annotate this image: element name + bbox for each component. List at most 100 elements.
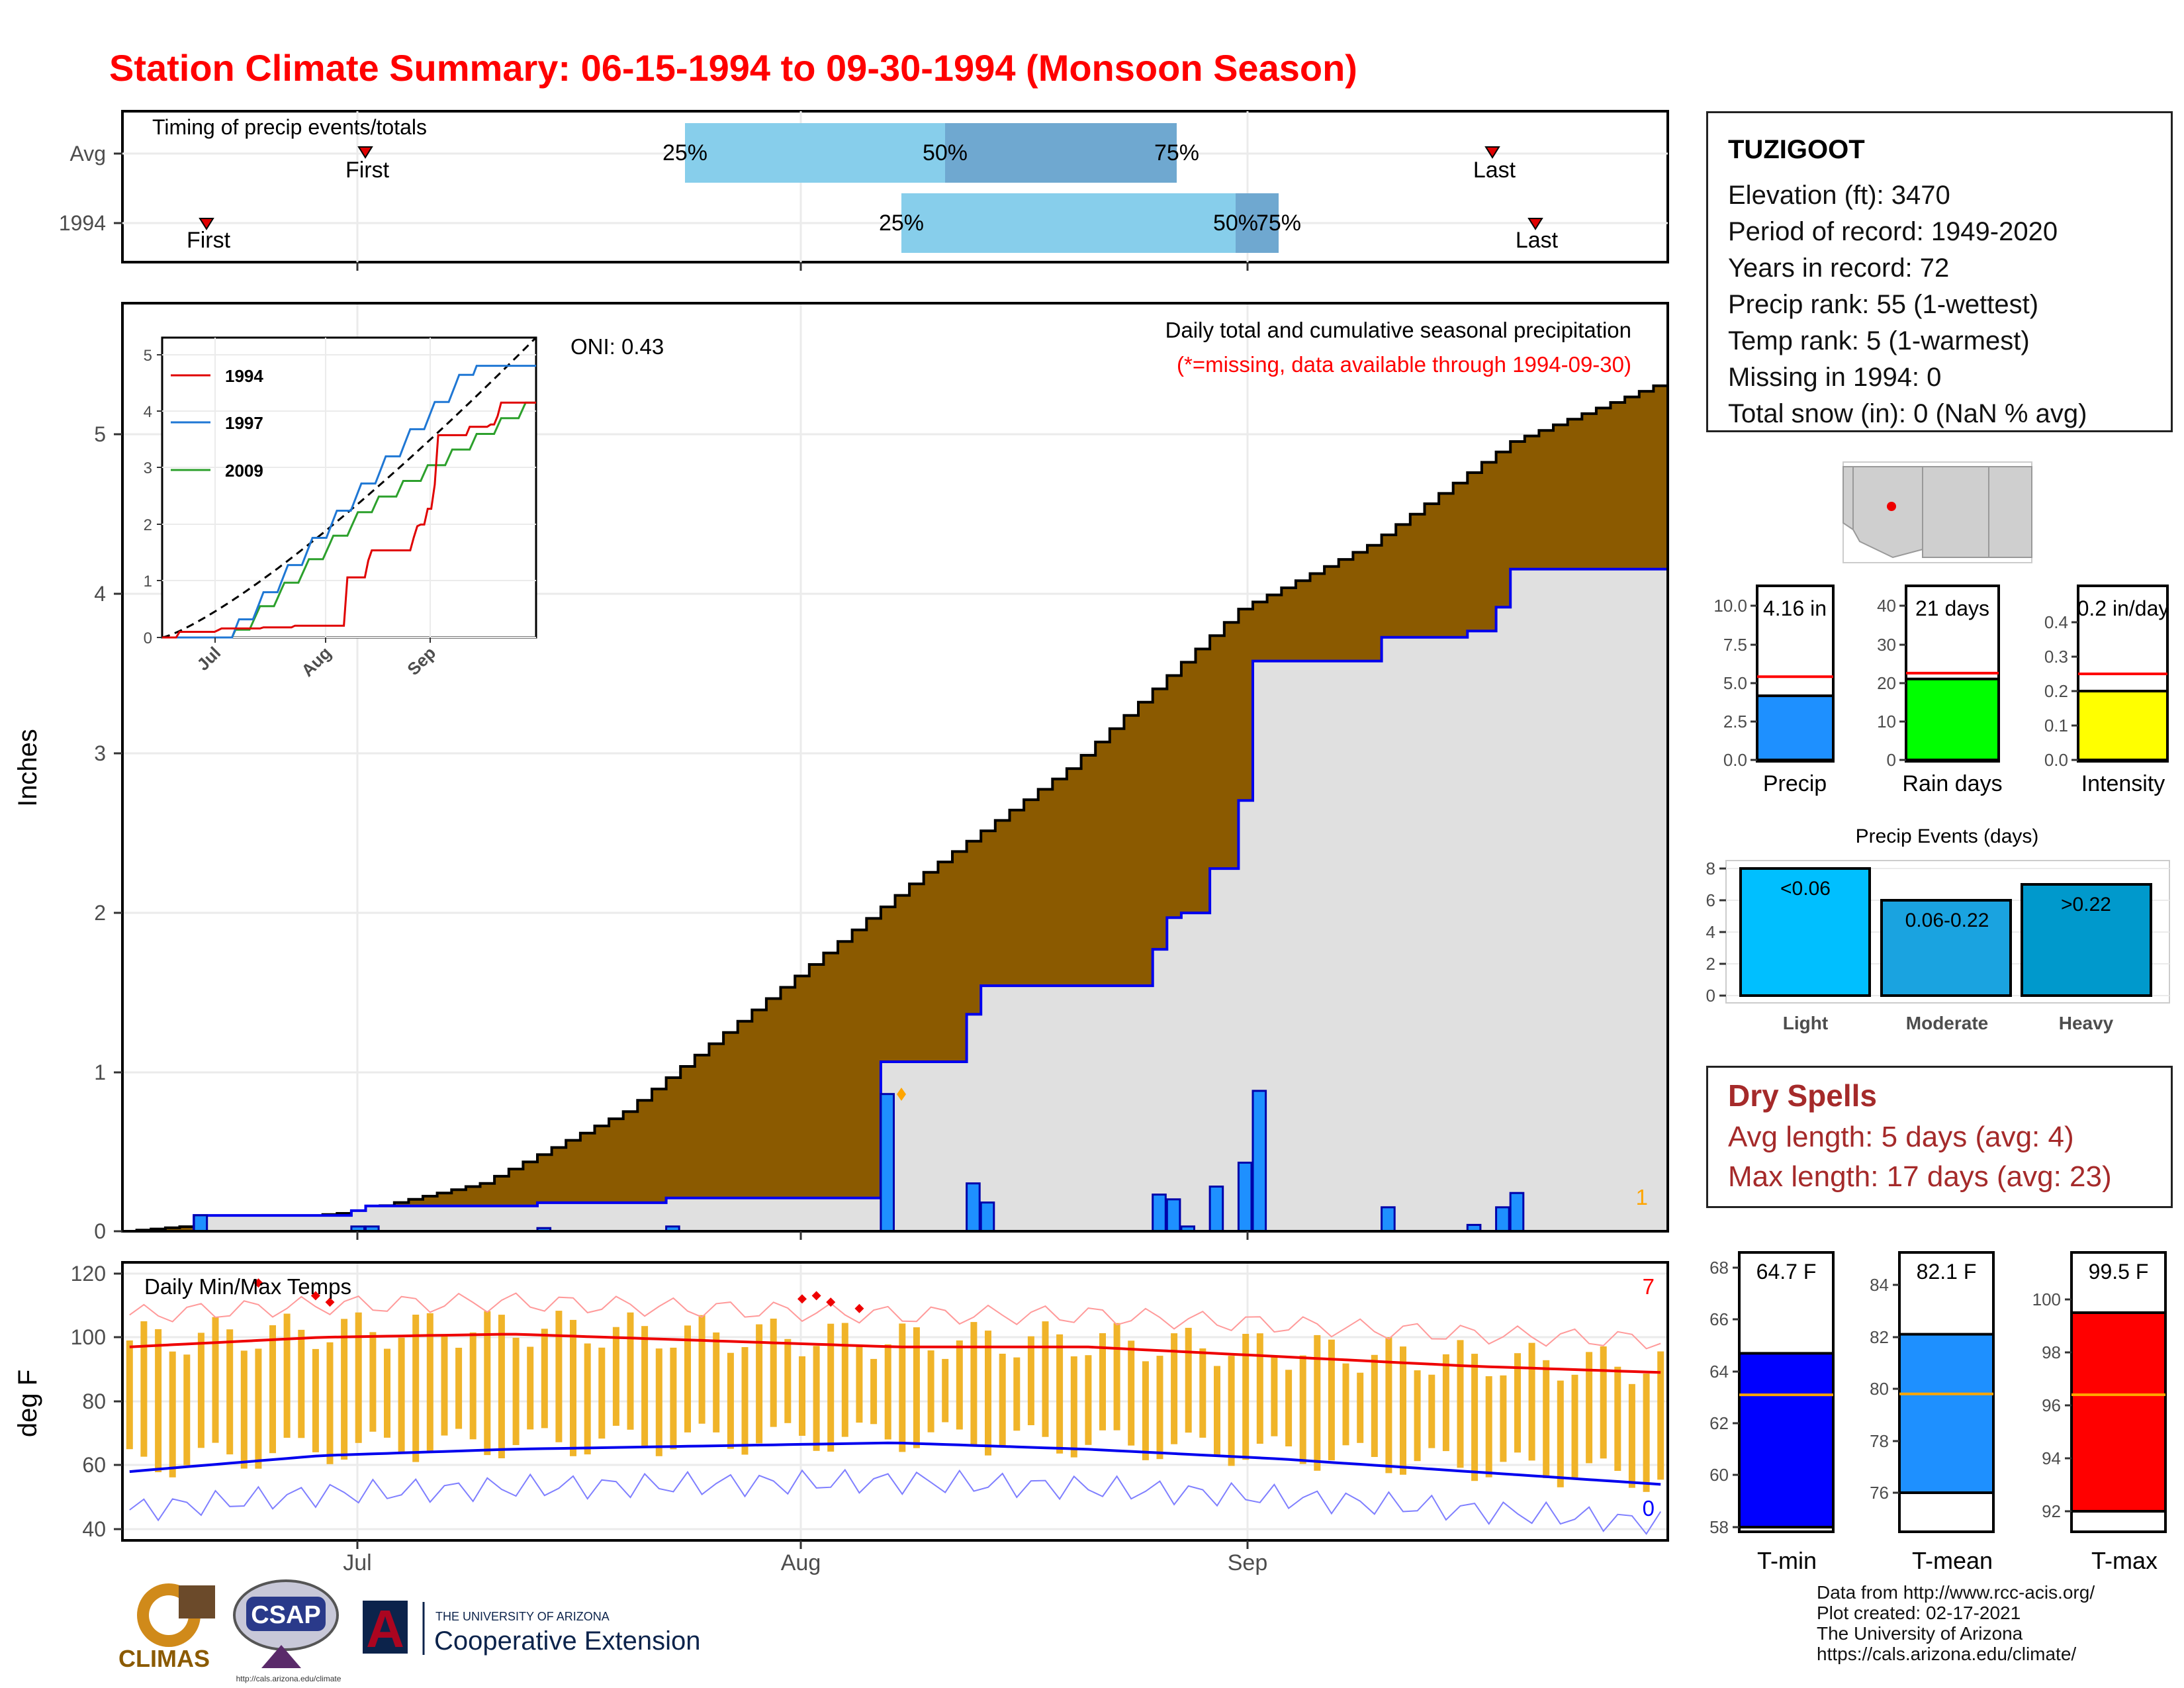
- temp-xtick-jul: Jul: [343, 1550, 371, 1575]
- daily-temp-bar: [240, 1350, 248, 1469]
- record-high-marker: [325, 1297, 335, 1307]
- daily-temp-bar: [1013, 1357, 1021, 1431]
- y1994-first-label: First: [187, 228, 231, 253]
- svg-text:0.4: 0.4: [2044, 612, 2068, 632]
- daily-temp-bar: [426, 1313, 433, 1453]
- dry-spells-avg: Avg length: 5 days (avg: 4): [1728, 1121, 2074, 1153]
- daily-temp-bar: [1056, 1334, 1064, 1454]
- tmax-bar: [2070, 1311, 2167, 1513]
- svg-text:76: 76: [1870, 1483, 1889, 1503]
- daily-temp-bar: [140, 1321, 148, 1457]
- timing-row-avg: Avg: [69, 142, 106, 165]
- inset-ytick: 1: [144, 573, 152, 590]
- daily-temp-bar: [1357, 1372, 1364, 1443]
- svg-text:10.0: 10.0: [1713, 596, 1747, 616]
- avg-50-label: 50%: [923, 140, 968, 165]
- svg-text:100: 100: [2032, 1289, 2061, 1309]
- intensity-bar: [2077, 690, 2169, 761]
- daily-temp-bar: [1428, 1374, 1435, 1448]
- daily-temp-bar: [1027, 1336, 1034, 1425]
- event-xlabel-moderate: Moderate: [1906, 1013, 1988, 1033]
- daily-temp-bar: [612, 1327, 619, 1426]
- precip-total-bar: [1756, 694, 1835, 761]
- temp-count-min: 0: [1643, 1496, 1655, 1521]
- station-elevation: Elevation (ft): 3470: [1728, 181, 1950, 210]
- ua-logo-small: THE UNIVERSITY OF ARIZONA: [435, 1610, 610, 1623]
- footer-url: https://cals.arizona.edu/climate/: [1817, 1644, 2077, 1664]
- precip-events-chart: Precip Events (days) 0 2 4 6 8 <0.06 0.0…: [1706, 825, 2170, 1033]
- temp-ylabel: deg F: [13, 1370, 42, 1437]
- rain-days-xlabel: Rain days: [1902, 771, 2002, 796]
- daily-temp-bar: [1400, 1346, 1406, 1475]
- svg-text:0.0: 0.0: [2044, 750, 2068, 770]
- daily-temp-bar: [527, 1346, 534, 1430]
- temp-xtick-sep: Sep: [1228, 1550, 1268, 1575]
- footer-data-source: Data from http://www.rcc-acis.org/: [1817, 1582, 2095, 1603]
- daily-temp-bar: [1600, 1346, 1607, 1459]
- daily-temp-bar: [1342, 1363, 1349, 1446]
- svg-text:0.1: 0.1: [2044, 716, 2068, 735]
- daily-temp-bar: [1199, 1348, 1206, 1438]
- daily-temp-bar: [641, 1326, 649, 1446]
- avg-last-marker: [1484, 146, 1500, 159]
- y1994-last-marker: [1527, 218, 1543, 230]
- svg-text:96: 96: [2042, 1395, 2061, 1415]
- record-high-marker: [253, 1278, 263, 1288]
- daily-temp-bar: [1586, 1352, 1593, 1464]
- precip-event-bar: [1880, 899, 2012, 997]
- daily-temp-bar: [155, 1329, 162, 1472]
- precip-panel-subtitle: (*=missing, data available through 1994-…: [1177, 352, 1631, 377]
- svg-text:98: 98: [2042, 1342, 2061, 1362]
- y1994-75-label: 75%: [1256, 211, 1301, 236]
- daily-temp-bar: [970, 1322, 978, 1447]
- missing-marker: [897, 1088, 906, 1101]
- record-high-marker: [854, 1303, 864, 1313]
- svg-text:82: 82: [1870, 1327, 1889, 1347]
- daily-temp-bars: [126, 1311, 1664, 1492]
- svg-text:30: 30: [1877, 635, 1896, 655]
- temp-ytick: 80: [82, 1389, 106, 1413]
- event-label-light: <0.06: [1780, 878, 1831, 900]
- station-location-marker: [1887, 502, 1896, 511]
- daily-temp-bar: [1271, 1356, 1278, 1436]
- svg-text:20: 20: [1877, 673, 1896, 693]
- svg-text:2: 2: [1706, 954, 1715, 974]
- station-period: Period of record: 1949-2020: [1728, 217, 2058, 246]
- svg-text:2.5: 2.5: [1723, 712, 1747, 731]
- daily-temp-bar: [1571, 1374, 1578, 1479]
- svg-text:0.3: 0.3: [2044, 647, 2068, 667]
- tmin-xlabel: T-min: [1757, 1547, 1817, 1574]
- daily-temp-bar: [584, 1343, 591, 1455]
- precip-total-xlabel: Precip: [1763, 771, 1827, 796]
- precip-ytick: 1: [94, 1060, 106, 1084]
- temp-panel-title: Daily Min/Max Temps: [144, 1274, 351, 1299]
- ua-logo-large: Cooperative Extension: [434, 1626, 700, 1656]
- daily-temp-bar: [784, 1338, 792, 1423]
- svg-text:40: 40: [1877, 596, 1896, 616]
- daily-temp-bar: [455, 1348, 463, 1429]
- daily-temp-bar: [312, 1348, 319, 1452]
- y1994-first-marker: [199, 218, 214, 230]
- event-xlabel-light: Light: [1783, 1013, 1828, 1033]
- daily-temp-bar: [226, 1329, 234, 1455]
- temp-count-max: 7: [1643, 1274, 1655, 1299]
- dry-spells-box: Dry Spells Avg length: 5 days (avg: 4) M…: [1706, 1066, 2173, 1208]
- daily-temp-bar: [512, 1337, 520, 1445]
- svg-text:4: 4: [1706, 922, 1715, 942]
- daily-temp-bar: [1371, 1354, 1378, 1457]
- precip-summary-charts: 0.0 2.5 5.0 7.5 10.0 4.16 in Precip 0 10…: [1713, 585, 2169, 796]
- temp-ytick: 120: [71, 1262, 106, 1286]
- rain-days-label: 21 days: [1915, 596, 1989, 620]
- daily-temp-bar: [1142, 1361, 1149, 1460]
- daily-temp-bar: [598, 1347, 606, 1439]
- daily-temp-bar: [1643, 1374, 1650, 1492]
- timing-row-1994: 1994: [59, 211, 106, 235]
- daily-temp-bar: [1528, 1342, 1535, 1461]
- station-name: TUZIGOOT: [1728, 135, 1865, 164]
- inset-1997-line: [162, 365, 536, 639]
- location-map: [1843, 461, 2032, 563]
- daily-temp-bar: [255, 1348, 262, 1469]
- page-title: Station Climate Summary: 06-15-1994 to 0…: [109, 47, 1357, 89]
- daily-temp-bar: [1657, 1351, 1664, 1480]
